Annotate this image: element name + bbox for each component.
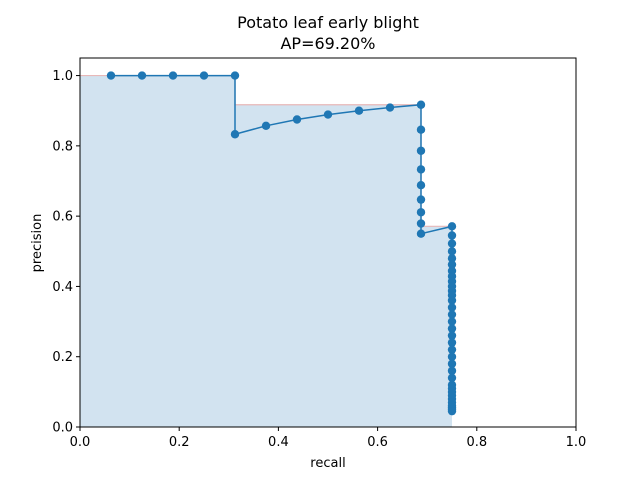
- data-point: [447, 254, 457, 263]
- data-point: [416, 229, 426, 238]
- axis-ticks: 0.0 0.2 0.4 0.6 0.8 1.0 0.0 0.2 0.4 0.6 0.8 1.0: [52, 69, 586, 450]
- x-tick-label: 0.8: [466, 435, 487, 450]
- x-tick-label: 0.4: [268, 435, 289, 450]
- data-point: [323, 110, 333, 119]
- data-point: [416, 165, 426, 174]
- y-tick-label: 0.8: [52, 139, 73, 154]
- data-point: [447, 324, 457, 333]
- data-point: [447, 373, 457, 382]
- data-point: [230, 71, 240, 80]
- y-tick-label: 0.2: [52, 350, 73, 365]
- data-point: [230, 130, 240, 139]
- data-point: [447, 222, 457, 231]
- data-point: [416, 125, 426, 134]
- data-point: [447, 406, 457, 416]
- data-point: [447, 296, 457, 305]
- plot-area: [79, 57, 577, 428]
- data-point: [447, 317, 457, 326]
- data-point: [416, 208, 426, 217]
- data-point: [447, 366, 457, 375]
- data-point: [106, 71, 116, 80]
- chart-subtitle: AP=69.20%: [280, 34, 375, 53]
- data-point: [416, 146, 426, 155]
- data-point: [447, 247, 457, 256]
- data-point: [447, 239, 457, 248]
- data-point: [447, 310, 457, 319]
- axes-frame: [79, 57, 577, 428]
- y-tick-label: 0.4: [52, 280, 73, 295]
- data-point: [447, 352, 457, 361]
- data-point: [416, 100, 426, 109]
- data-point: [261, 121, 271, 131]
- x-tick-label: 0.0: [70, 435, 91, 450]
- x-tick-label: 0.6: [367, 435, 388, 450]
- data-point: [447, 345, 457, 354]
- x-axis-label: recall: [310, 456, 345, 471]
- chart-title: Potato leaf early blight: [237, 13, 419, 32]
- y-tick-label: 0.0: [52, 421, 73, 436]
- ap-area-fill: [80, 75, 452, 428]
- data-point: [447, 338, 457, 347]
- y-tick-label: 1.0: [52, 69, 73, 84]
- y-tick-label: 0.6: [52, 210, 73, 225]
- data-point: [447, 260, 457, 269]
- data-point: [354, 106, 364, 115]
- data-point: [416, 219, 426, 228]
- data-point: [447, 359, 457, 368]
- data-point: [168, 71, 178, 80]
- data-point: [416, 195, 426, 204]
- data-point: [416, 181, 426, 190]
- data-point: [385, 103, 395, 112]
- y-axis-label: precision: [30, 214, 45, 273]
- data-point: [447, 231, 457, 240]
- data-point: [199, 71, 209, 80]
- data-point: [137, 71, 147, 80]
- x-tick-label: 0.2: [169, 435, 190, 450]
- data-point: [447, 331, 457, 340]
- data-point: [292, 115, 302, 124]
- x-tick-label: 1.0: [566, 435, 587, 450]
- data-point: [447, 303, 457, 312]
